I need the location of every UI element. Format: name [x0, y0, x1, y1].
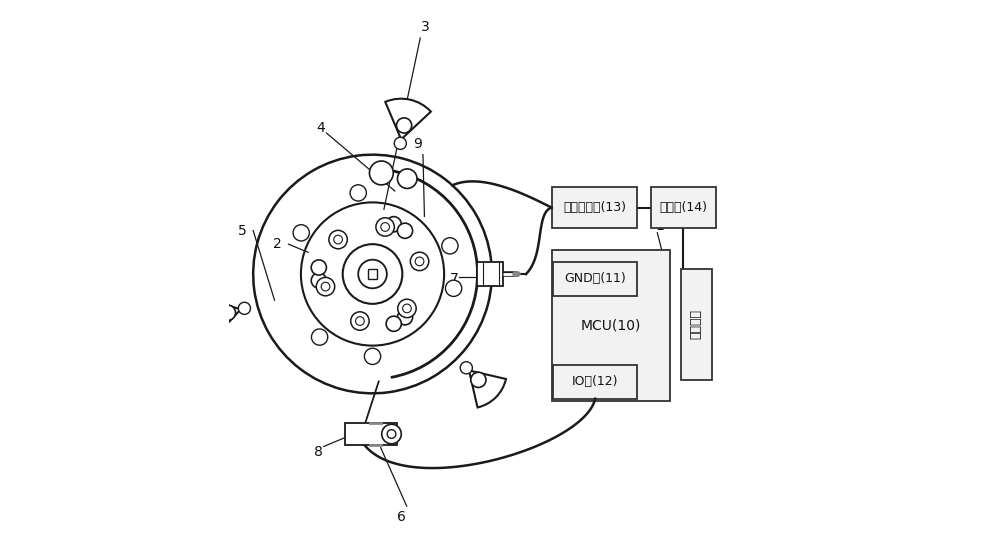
Circle shape: [397, 118, 412, 133]
Bar: [681, 269, 712, 380]
Text: 数据采集卡(13): 数据采集卡(13): [563, 201, 626, 214]
Circle shape: [369, 161, 393, 185]
Circle shape: [460, 362, 472, 374]
Text: IO口(12): IO口(12): [572, 375, 618, 389]
Circle shape: [410, 252, 429, 271]
Circle shape: [445, 280, 462, 296]
Text: 7: 7: [450, 272, 458, 287]
Circle shape: [386, 216, 401, 232]
Bar: [345, 423, 397, 445]
Wedge shape: [385, 99, 431, 139]
Circle shape: [397, 310, 413, 325]
Circle shape: [334, 235, 342, 244]
Circle shape: [442, 238, 458, 254]
Text: 5: 5: [238, 224, 247, 238]
Circle shape: [471, 372, 486, 387]
Circle shape: [394, 137, 406, 150]
Circle shape: [321, 282, 330, 291]
Bar: [651, 187, 716, 228]
Text: 3: 3: [421, 20, 430, 34]
Wedge shape: [469, 370, 506, 408]
Circle shape: [220, 305, 236, 321]
Text: 2: 2: [273, 237, 282, 251]
Circle shape: [397, 223, 413, 238]
Text: 1: 1: [656, 219, 664, 233]
Circle shape: [397, 169, 417, 189]
Text: 6: 6: [397, 510, 406, 524]
Bar: [477, 262, 503, 286]
Circle shape: [382, 424, 401, 444]
Text: 4: 4: [317, 121, 325, 135]
Circle shape: [387, 430, 396, 438]
Circle shape: [329, 230, 347, 249]
Circle shape: [386, 316, 401, 332]
Circle shape: [316, 277, 335, 296]
Circle shape: [364, 348, 381, 364]
Bar: [368, 269, 377, 279]
Bar: [553, 365, 637, 399]
Circle shape: [381, 222, 389, 231]
Text: 8: 8: [314, 445, 323, 459]
Bar: [552, 249, 670, 402]
Circle shape: [351, 312, 369, 330]
Circle shape: [311, 273, 326, 288]
Circle shape: [293, 225, 309, 241]
Bar: [552, 187, 637, 228]
Circle shape: [398, 299, 416, 318]
Wedge shape: [203, 298, 241, 337]
Circle shape: [238, 302, 250, 315]
Circle shape: [356, 317, 364, 326]
Circle shape: [376, 218, 394, 236]
Text: 串行总线: 串行总线: [690, 309, 703, 339]
Bar: [553, 262, 637, 296]
Circle shape: [311, 260, 326, 275]
Text: MCU(10): MCU(10): [580, 318, 641, 333]
Circle shape: [350, 185, 366, 201]
Text: GND口(11): GND口(11): [564, 272, 626, 286]
Text: 计算机(14): 计算机(14): [659, 201, 707, 214]
Circle shape: [311, 329, 328, 345]
Circle shape: [415, 257, 424, 266]
Circle shape: [403, 304, 411, 313]
Text: 9: 9: [413, 137, 422, 151]
